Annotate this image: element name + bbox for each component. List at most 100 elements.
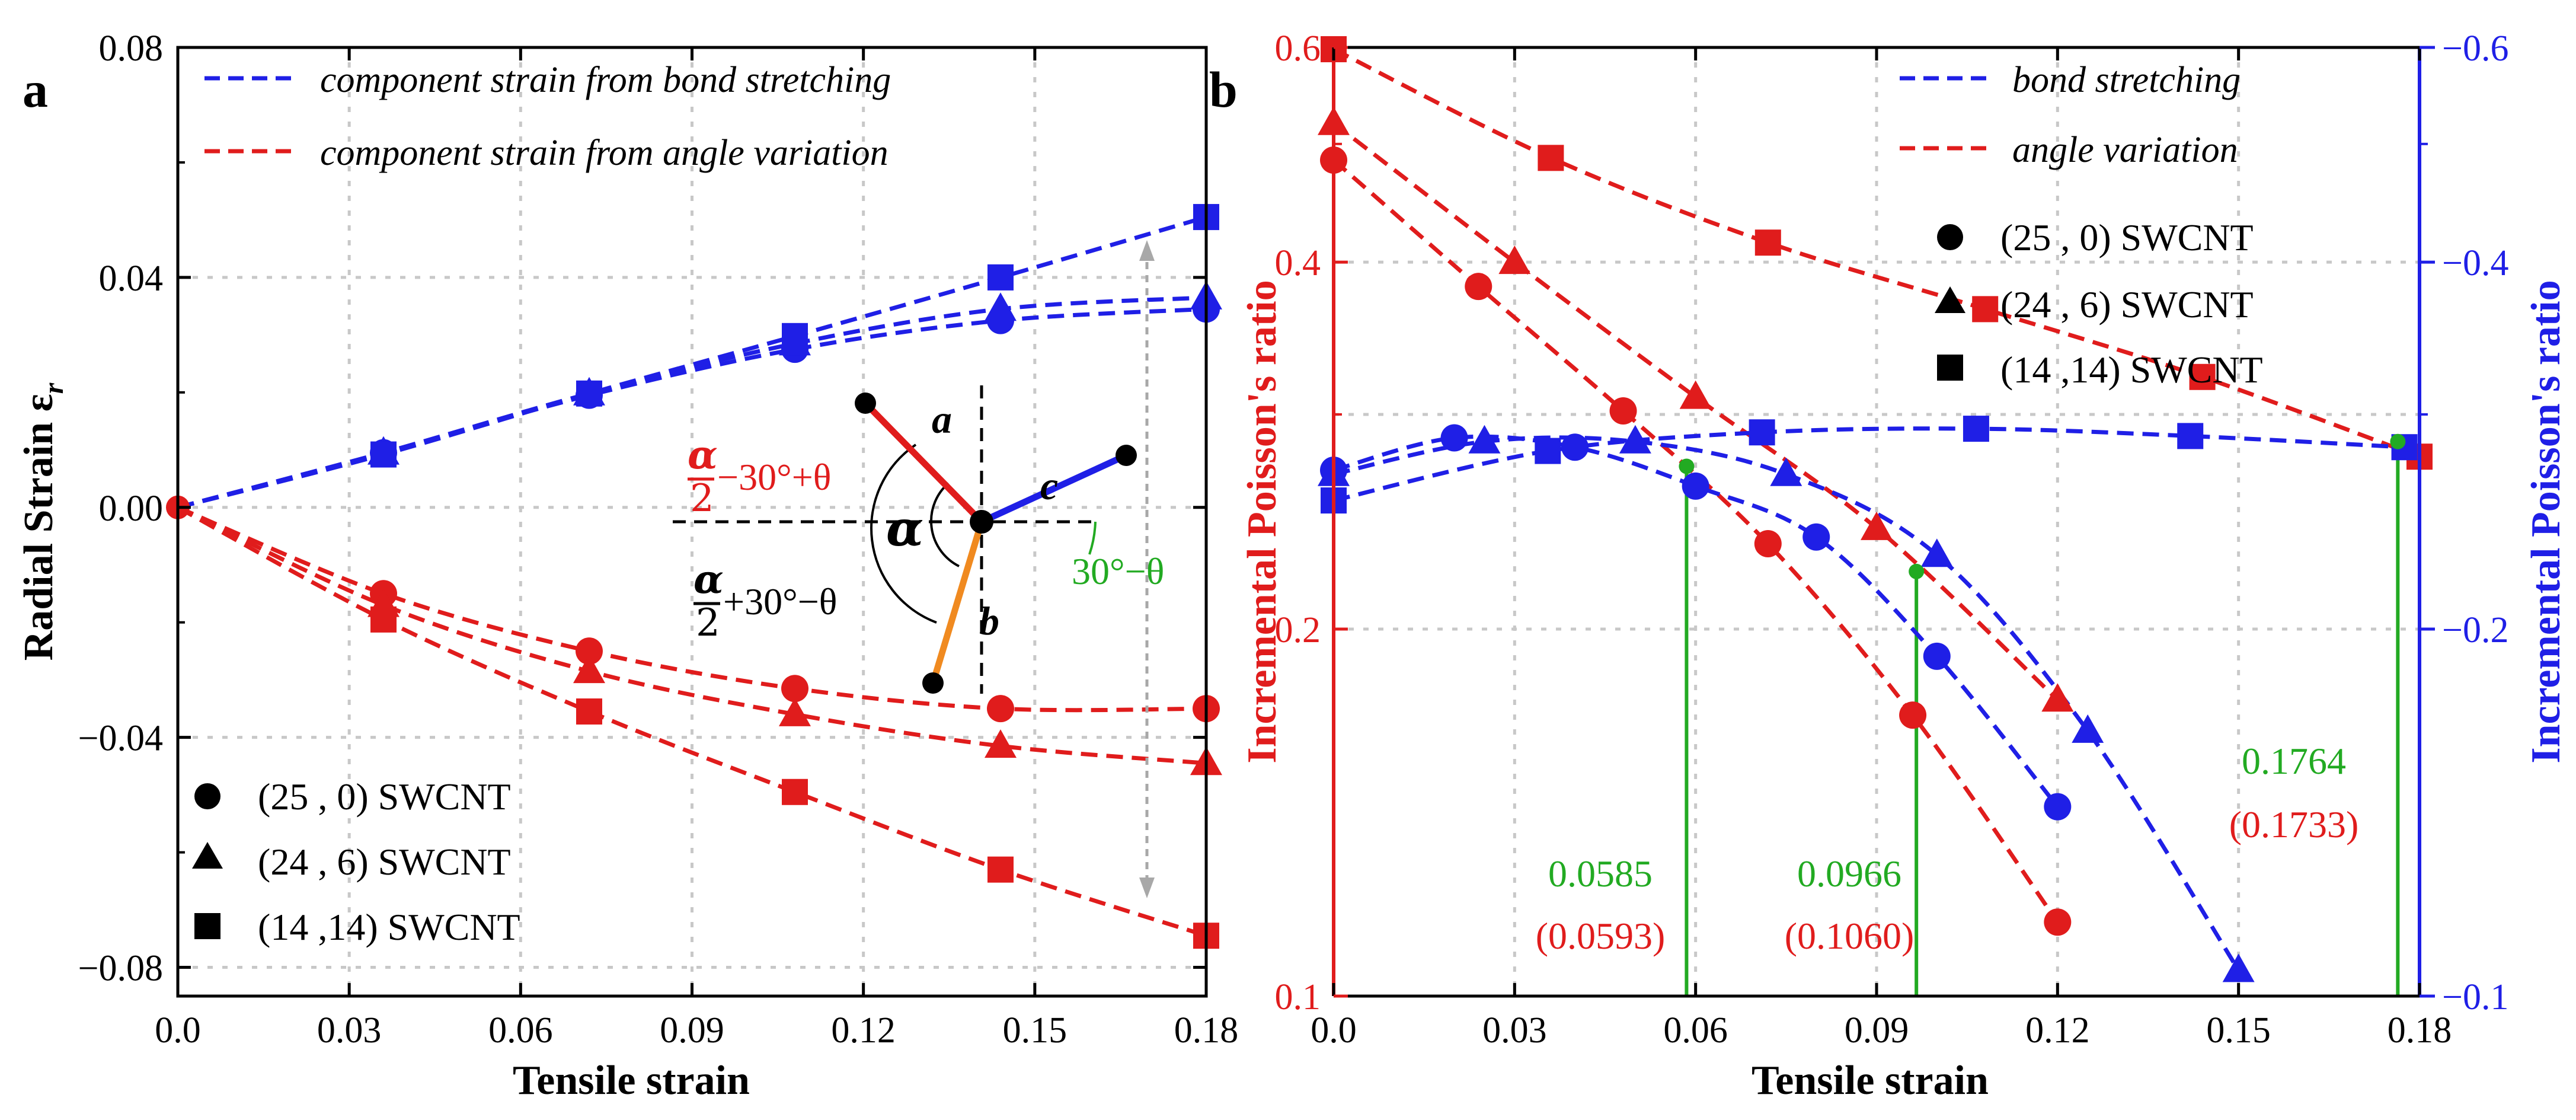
data-point (1682, 472, 1709, 500)
legend-24-6-a: (24 , 6) SWCNT (258, 841, 511, 883)
series-line (1332, 158, 2060, 924)
bond-geometry-inset: a b c α α 2 −30°+θ α 2 +30°−θ 30°−θ (673, 385, 1164, 694)
data-point (2189, 363, 2216, 390)
panel-a-x-axis-title: Tensile strain (513, 1058, 750, 1103)
alpha-label: α (886, 500, 923, 557)
data-point (1679, 380, 1712, 409)
legend-25-0-b: (25 , 0) SWCNT (2000, 216, 2254, 259)
data-point (1619, 425, 1651, 454)
data-point (987, 264, 1014, 291)
data-point (1440, 424, 1468, 452)
data-point (1899, 701, 1927, 729)
x-tick-label: 0.18 (2388, 1010, 2452, 1051)
svg-text:Incremental Poisson's ratio: Incremental Poisson's ratio (2523, 280, 2569, 763)
y-tick-label: −0.08 (78, 949, 163, 989)
black-angle-label: +30°−θ (723, 580, 837, 623)
y-tick-label: −0.04 (78, 719, 163, 759)
data-point (1754, 229, 1781, 256)
crossing-value-alt: (0.1733) (2229, 803, 2359, 845)
data-point (1465, 273, 1492, 301)
x-tick-label: 0.15 (2206, 1010, 2271, 1051)
crossing-value-alt: (0.1060) (1785, 915, 1915, 957)
data-point (781, 675, 808, 703)
black-frac-two: 2 (696, 601, 720, 645)
legend-bond-stretching-a: component strain from bond stretching (320, 60, 891, 100)
panel-a: a b c α α 2 −30°+θ α 2 +30°−θ 30°−θ comp… (16, 28, 1238, 1103)
panel-label-b: b (1209, 61, 1238, 118)
y-tick-label: 0.00 (99, 489, 164, 529)
atom-c (1116, 445, 1137, 466)
data-point (1861, 511, 1893, 540)
crossing-value: 0.0585 (1548, 853, 1653, 895)
svg-text:Incremental Poisson's ratio: Incremental Poisson's ratio (1239, 280, 1285, 763)
data-point (985, 729, 1017, 758)
x-tick-label: 0.09 (660, 1010, 724, 1051)
red-frac-alpha: α (688, 432, 718, 478)
right-y-tick-label: −0.4 (2442, 243, 2508, 283)
black-frac-alpha: α (693, 556, 724, 602)
data-point (1535, 438, 1561, 464)
x-tick-label: 0.12 (2025, 1010, 2090, 1051)
crossing-point (1679, 458, 1695, 474)
atom-a (855, 393, 876, 414)
series-line (1333, 426, 2405, 503)
data-point (1972, 296, 1999, 323)
crossing-value: 0.1764 (2242, 740, 2346, 782)
x-tick-label: 0.0 (1311, 1010, 1357, 1051)
data-point (1538, 145, 1564, 171)
left-y-tick-label: 0.6 (1275, 28, 1321, 69)
x-tick-label: 0.03 (1482, 1010, 1547, 1051)
data-point (576, 380, 602, 407)
left-y-tick-label: 0.4 (1275, 243, 1321, 283)
panel-b: 0.0585 (0.0593) 0.0966 (0.1060) 0.1764 (0.173… (1209, 28, 2569, 1103)
atom-b (922, 672, 944, 694)
data-point (370, 441, 397, 468)
right-y-tick-label: −0.1 (2442, 977, 2508, 1017)
data-point (782, 778, 808, 805)
data-point (987, 695, 1014, 723)
x-tick-label: 0.03 (317, 1010, 382, 1051)
x-tick-label: 0.06 (488, 1010, 553, 1051)
panel-b-marker-legend: (25 , 0) SWCNT (24 , 6) SWCNT (14 ,14) S… (1935, 216, 2263, 391)
data-point (2072, 714, 2104, 743)
data-point (1754, 530, 1782, 558)
panel-a-line-legend: component strain from bond stretching co… (204, 60, 891, 173)
legend-circle-marker (194, 783, 220, 809)
series-line (1333, 434, 2060, 808)
series-line (177, 505, 1207, 713)
right-y-tick-label: −0.2 (2442, 610, 2508, 650)
data-point (1920, 538, 1953, 567)
x-tick-label: 0.15 (1003, 1010, 1068, 1051)
y-tick-label: 0.04 (99, 259, 164, 299)
legend-14-14-a: (14 ,14) SWCNT (258, 906, 520, 948)
legend-triangle-marker (192, 842, 223, 869)
green-arc (1088, 521, 1097, 555)
x-tick-label: 0.0 (155, 1010, 201, 1051)
alpha-arc (870, 443, 937, 624)
x-tick-label: 0.18 (1174, 1010, 1239, 1051)
data-point (576, 698, 602, 725)
panel-a-axes: 0.0 0.03 0.06 0.09 0.12 0.15 0.18 0.08 0.04 0.00 −… (78, 28, 1239, 1051)
red-frac-two: 2 (690, 477, 714, 521)
legend-square-marker (194, 913, 220, 939)
data-point (1923, 642, 1951, 670)
panel-b-series: 0.0585 (0.0593) 0.0966 (0.1060) 0.1764 (0.173… (1318, 36, 2433, 982)
data-point (1749, 419, 1775, 446)
x-tick-label: 0.06 (1663, 1010, 1728, 1051)
legend-angle-variation-a: component strain from angle variation (320, 133, 889, 173)
svg-text:Radial Strain εr: Radial Strain εr (16, 382, 69, 660)
y-tick-label: 0.08 (99, 28, 164, 69)
panel-b-axes: 0.0 0.03 0.06 0.09 0.12 0.15 0.18 0.6 −0.6 0.4 −0.… (1275, 28, 2509, 1051)
crossing-value-alt: (0.0593) (1536, 915, 1666, 957)
left-y-tick-label: 0.2 (1275, 610, 1321, 650)
data-point (1468, 425, 1501, 454)
panel-b-x-axis-title: Tensile strain (1752, 1058, 1989, 1103)
red-angle-label: −30°+θ (717, 456, 831, 498)
data-point (2222, 953, 2255, 982)
panel-a-marker-legend: (25 , 0) SWCNT (24 , 6) SWCNT (14 ,14) S… (192, 776, 520, 948)
series-line (1332, 122, 2059, 701)
data-point (370, 606, 397, 633)
data-point (576, 637, 603, 665)
legend-angle-variation-b: angle variation (2012, 130, 2238, 170)
